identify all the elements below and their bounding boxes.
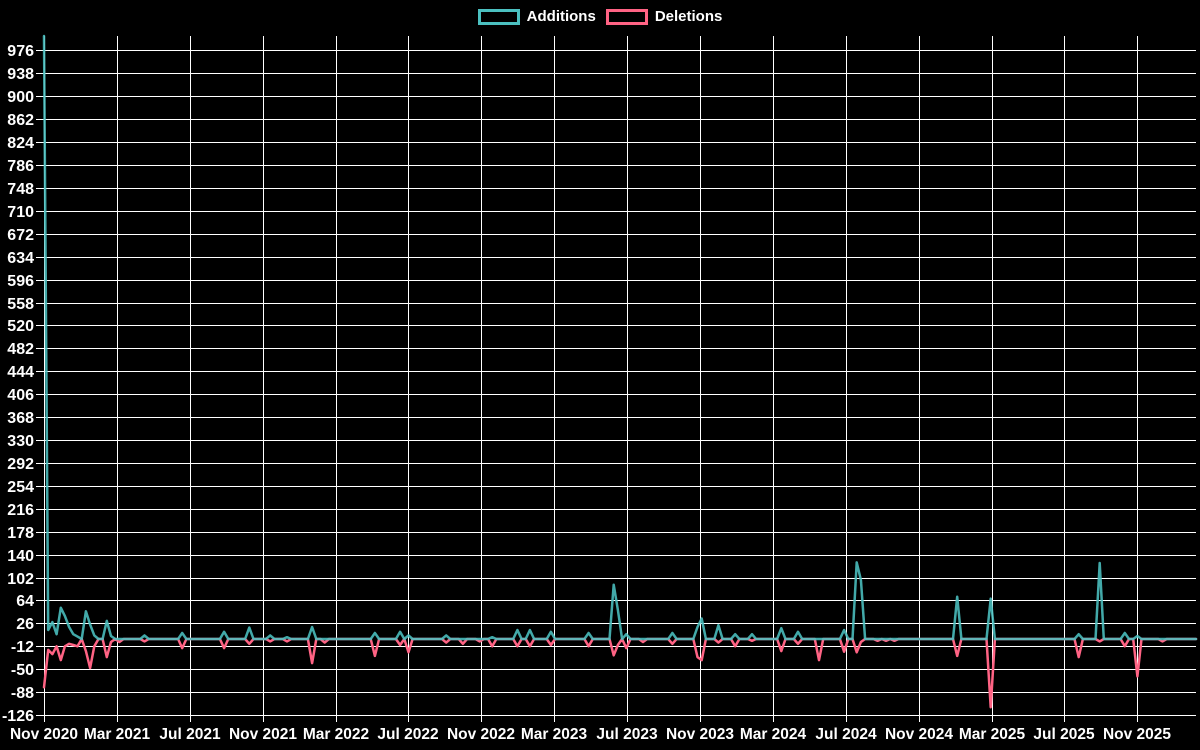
grid-lines bbox=[36, 36, 1196, 722]
svg-text:330: 330 bbox=[7, 433, 34, 450]
svg-text:-88: -88 bbox=[11, 685, 34, 702]
svg-text:938: 938 bbox=[7, 66, 34, 83]
svg-text:Nov 2024: Nov 2024 bbox=[885, 726, 953, 743]
legend-item-deletions[interactable]: Deletions bbox=[605, 8, 723, 25]
svg-text:-50: -50 bbox=[11, 662, 34, 679]
svg-text:672: 672 bbox=[7, 227, 34, 244]
svg-text:748: 748 bbox=[7, 181, 34, 198]
deletions-legend-label: Deletions bbox=[654, 8, 723, 25]
chart-legend: Additions Deletions bbox=[0, 8, 1200, 25]
x-axis-tick-labels: Nov 2020 Mar 2021 Jul 2021 Nov 2021 Mar 2022… bbox=[10, 726, 1171, 743]
svg-text:Nov 2021: Nov 2021 bbox=[229, 726, 297, 743]
svg-text:Jul 2025: Jul 2025 bbox=[1033, 726, 1095, 743]
svg-text:254: 254 bbox=[7, 479, 34, 496]
legend-item-additions[interactable]: Additions bbox=[477, 8, 596, 25]
additions-line bbox=[42, 34, 1198, 641]
svg-text:Mar 2024: Mar 2024 bbox=[740, 726, 807, 743]
svg-text:Nov 2022: Nov 2022 bbox=[447, 726, 515, 743]
svg-text:140: 140 bbox=[7, 548, 34, 565]
svg-text:-12: -12 bbox=[11, 639, 34, 656]
svg-text:Mar 2025: Mar 2025 bbox=[959, 726, 1026, 743]
svg-text:178: 178 bbox=[7, 525, 34, 542]
svg-text:Jul 2021: Jul 2021 bbox=[159, 726, 221, 743]
svg-text:Jul 2022: Jul 2022 bbox=[377, 726, 438, 743]
svg-text:Jul 2023: Jul 2023 bbox=[596, 726, 658, 743]
y-axis-tick-labels: 976 938 900 862 824 786 748 710 672 634 596 558 520 4… bbox=[2, 43, 34, 725]
svg-text:Mar 2021: Mar 2021 bbox=[84, 726, 151, 743]
svg-text:Nov 2023: Nov 2023 bbox=[666, 726, 734, 743]
svg-text:Nov 2025: Nov 2025 bbox=[1103, 726, 1171, 743]
svg-text:Mar 2022: Mar 2022 bbox=[303, 726, 369, 743]
svg-text:368: 368 bbox=[7, 410, 34, 427]
svg-text:406: 406 bbox=[7, 387, 34, 404]
svg-text:710: 710 bbox=[7, 204, 34, 221]
svg-text:596: 596 bbox=[7, 273, 34, 290]
svg-text:216: 216 bbox=[7, 502, 34, 519]
svg-text:976: 976 bbox=[7, 43, 34, 60]
svg-text:444: 444 bbox=[7, 364, 34, 381]
svg-text:Jul 2024: Jul 2024 bbox=[815, 726, 877, 743]
svg-text:292: 292 bbox=[7, 456, 34, 473]
svg-text:900: 900 bbox=[7, 89, 34, 106]
svg-text:824: 824 bbox=[7, 135, 34, 152]
additions-legend-label: Additions bbox=[526, 8, 596, 25]
svg-text:Mar 2023: Mar 2023 bbox=[521, 726, 588, 743]
svg-text:-126: -126 bbox=[2, 708, 34, 725]
svg-text:102: 102 bbox=[7, 571, 34, 588]
svg-text:558: 558 bbox=[7, 296, 34, 313]
additions-legend-swatch bbox=[477, 8, 520, 25]
svg-text:862: 862 bbox=[7, 112, 34, 129]
svg-text:Nov 2020: Nov 2020 bbox=[10, 726, 78, 743]
svg-text:64: 64 bbox=[16, 593, 34, 610]
deletions-legend-swatch bbox=[605, 8, 648, 25]
svg-text:634: 634 bbox=[7, 250, 34, 267]
svg-text:26: 26 bbox=[16, 616, 34, 633]
svg-text:786: 786 bbox=[7, 158, 34, 175]
svg-text:520: 520 bbox=[7, 318, 34, 335]
svg-text:482: 482 bbox=[7, 341, 34, 358]
